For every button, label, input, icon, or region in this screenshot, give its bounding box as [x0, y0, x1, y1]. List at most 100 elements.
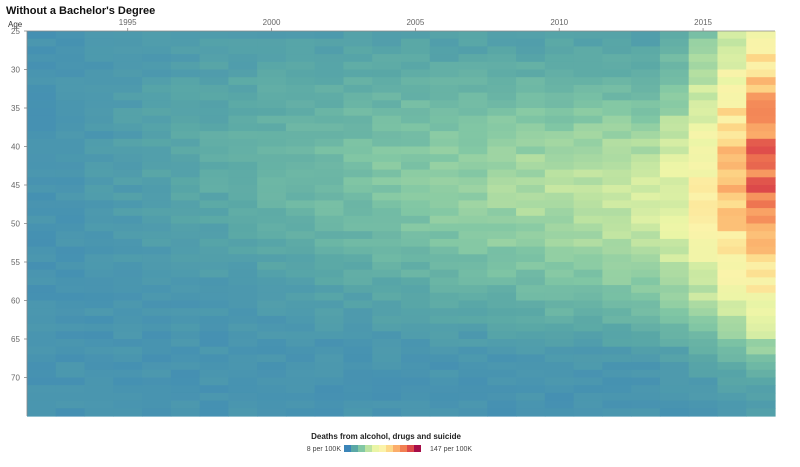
heatmap-cell	[659, 177, 690, 186]
heatmap-cell	[401, 277, 431, 286]
heatmap-cell	[84, 392, 114, 402]
heatmap-cell	[688, 169, 719, 178]
heatmap-cell	[688, 369, 719, 379]
heatmap-cell	[458, 131, 488, 140]
heatmap-cell	[343, 392, 373, 402]
heatmap-cell	[84, 323, 114, 332]
heatmap-cell	[688, 400, 719, 409]
heatmap-cell	[573, 154, 603, 163]
heatmap-cell	[27, 262, 57, 271]
y-tick-label: 30	[11, 66, 20, 75]
heatmap-cell	[487, 192, 517, 201]
heatmap-cell	[285, 138, 316, 148]
heatmap-cell	[343, 131, 373, 140]
heatmap-cell	[717, 84, 747, 94]
heatmap-cell	[688, 46, 719, 55]
heatmap-cell	[401, 54, 431, 63]
heatmap-cell	[27, 154, 57, 163]
heatmap-cell	[573, 38, 603, 47]
heatmap-cell	[257, 54, 287, 63]
heatmap-cell	[257, 177, 287, 186]
heatmap-cell	[372, 161, 402, 171]
heatmap-cell	[314, 177, 345, 186]
heatmap-cell	[285, 223, 316, 232]
heatmap-cell	[602, 61, 632, 71]
heatmap-cell	[544, 323, 575, 332]
heatmap-cell	[84, 54, 114, 63]
heatmap-cell	[746, 292, 776, 302]
heatmap-cell	[27, 69, 57, 78]
heatmap-cell	[746, 408, 776, 417]
heatmap-cell	[228, 54, 258, 63]
y-tick-label: 35	[11, 104, 20, 113]
heatmap-cell	[199, 246, 229, 255]
heatmap-cell	[487, 177, 517, 186]
heatmap-cell	[631, 185, 661, 194]
heatmap-cell	[257, 400, 287, 409]
heatmap-cell	[113, 385, 143, 394]
heatmap-cell	[84, 262, 114, 271]
heatmap-cell	[27, 92, 57, 101]
heatmap-cell	[199, 262, 229, 271]
heatmap-cell	[27, 277, 57, 286]
heatmap-cell	[659, 315, 690, 325]
heatmap-cell	[429, 115, 460, 124]
heatmap-cell	[717, 331, 747, 340]
heatmap-cell	[55, 300, 86, 309]
heatmap-cell	[55, 215, 86, 225]
heatmap-cell	[631, 31, 661, 40]
heatmap-cell	[573, 185, 603, 194]
heatmap-cell	[458, 238, 488, 248]
heatmap-cell	[487, 385, 517, 394]
heatmap-cell	[170, 315, 201, 325]
heatmap-cell	[170, 215, 201, 225]
heatmap-cell	[285, 231, 316, 240]
heatmap-cell	[544, 246, 575, 255]
heatmap-cell	[55, 408, 86, 417]
heatmap-cell	[487, 61, 517, 71]
heatmap-cell	[314, 192, 345, 201]
heatmap-cell	[573, 169, 603, 178]
heatmap-cell	[746, 277, 776, 286]
heatmap-cell	[84, 346, 114, 355]
heatmap-cell	[688, 300, 719, 309]
heatmap-cell	[602, 177, 632, 186]
heatmap-cell	[84, 223, 114, 232]
heatmap-cell	[717, 231, 747, 240]
heatmap-cell	[142, 277, 172, 286]
heatmap-cell	[170, 254, 201, 263]
heatmap-cell	[84, 408, 114, 417]
heatmap-cell	[487, 69, 517, 78]
heatmap-cell	[746, 369, 776, 379]
heatmap-cell	[631, 192, 661, 201]
heatmap-cell	[688, 108, 719, 117]
heatmap-cell	[717, 192, 747, 201]
heatmap-cell	[314, 346, 345, 355]
heatmap-cell	[602, 169, 632, 178]
heatmap-cell	[257, 354, 287, 363]
heatmap-cell	[717, 77, 747, 86]
heatmap-cell	[343, 161, 373, 171]
heatmap-cell	[458, 100, 488, 109]
heatmap-cell	[659, 46, 690, 55]
heatmap-cell	[27, 169, 57, 178]
heatmap-cell	[688, 331, 719, 340]
heatmap-cell	[631, 169, 661, 178]
heatmap-cell	[142, 192, 172, 201]
heatmap-cell	[170, 161, 201, 171]
heatmap-cell	[544, 200, 575, 209]
heatmap-cell	[401, 223, 431, 232]
heatmap-cell	[27, 392, 57, 402]
heatmap-cell	[27, 185, 57, 194]
heatmap-cell	[487, 215, 517, 225]
heatmap-cell	[55, 31, 86, 40]
heatmap-cell	[27, 369, 57, 379]
heatmap-cell	[659, 339, 690, 348]
heatmap-cell	[372, 277, 402, 286]
heatmap-cell	[372, 92, 402, 101]
heatmap-cell	[544, 169, 575, 178]
heatmap-cell	[84, 254, 114, 263]
heatmap-cell	[314, 277, 345, 286]
heatmap-cell	[717, 254, 747, 263]
heatmap-cell	[228, 315, 258, 325]
